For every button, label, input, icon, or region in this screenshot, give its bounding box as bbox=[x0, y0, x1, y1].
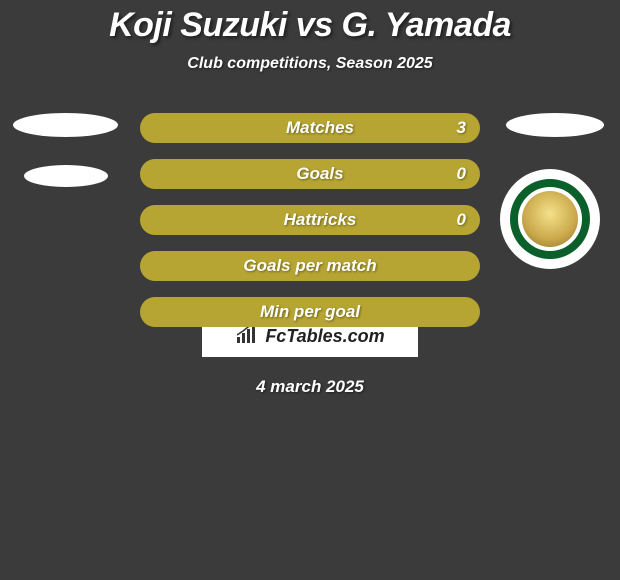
club-badge-inner bbox=[510, 179, 590, 259]
right-player-shapes bbox=[497, 113, 612, 165]
date-text: 4 march 2025 bbox=[0, 377, 620, 397]
badge-center bbox=[522, 191, 578, 247]
page-title: Koji Suzuki vs G. Yamada bbox=[0, 0, 620, 45]
bar-matches: Matches 3 bbox=[140, 113, 480, 143]
right-ellipse-0 bbox=[506, 113, 604, 137]
bar-label: Min per goal bbox=[260, 302, 360, 322]
bar-value: 3 bbox=[457, 118, 466, 138]
bar-min-per-goal: Min per goal bbox=[140, 297, 480, 327]
bar-label: Hattricks bbox=[140, 210, 480, 230]
club-badge bbox=[500, 169, 600, 269]
subtitle: Club competitions, Season 2025 bbox=[0, 55, 620, 73]
bar-goals-per-match: Goals per match bbox=[140, 251, 480, 281]
bar-hattricks: Hattricks 0 bbox=[140, 205, 480, 235]
bar-label: Goals bbox=[140, 164, 480, 184]
bar-value: 0 bbox=[457, 164, 466, 184]
bar-goals: Goals 0 bbox=[140, 159, 480, 189]
left-ellipse-0 bbox=[13, 113, 118, 137]
bar-label: Goals per match bbox=[243, 256, 376, 276]
left-ellipse-1 bbox=[24, 165, 108, 187]
bar-value: 0 bbox=[457, 210, 466, 230]
bar-label: Matches bbox=[140, 118, 480, 138]
stat-bars: Matches 3 Goals 0 Hattricks 0 Goals per … bbox=[140, 113, 480, 343]
left-player-shapes bbox=[8, 113, 123, 215]
